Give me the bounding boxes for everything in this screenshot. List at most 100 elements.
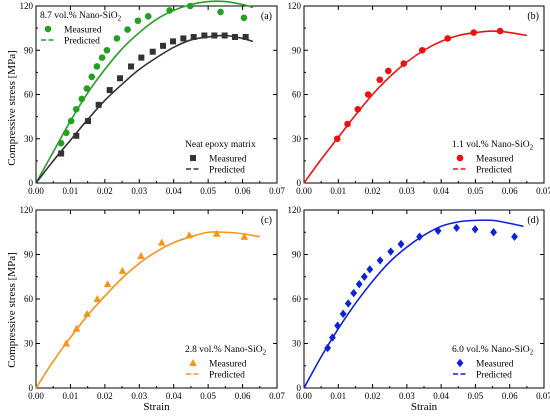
x-tick-label: 0.06 — [502, 186, 518, 196]
measured-point — [360, 272, 368, 281]
measured-point — [470, 29, 478, 36]
y-tick-label: 120 — [20, 1, 34, 11]
measured-point — [166, 7, 173, 14]
panel-tag: (c) — [261, 215, 272, 226]
measured-point — [95, 101, 102, 108]
x-tick-label: 0.06 — [235, 391, 251, 401]
y-tick-label: 60 — [24, 294, 34, 304]
x-tick-label: 0.00 — [28, 391, 44, 401]
measured-point — [180, 35, 187, 42]
x-tick-label: 0.02 — [365, 186, 381, 196]
measured-point — [496, 27, 504, 35]
measured-point — [93, 63, 101, 70]
measured-point — [62, 339, 71, 347]
measured-point — [231, 33, 238, 40]
measured-point — [334, 321, 341, 330]
legend-marker — [189, 359, 197, 366]
measured-point — [324, 343, 332, 353]
panel-tag: (d) — [527, 215, 539, 226]
x-tick-label: 0.01 — [330, 391, 346, 401]
x-tick-label: 0.07 — [536, 186, 550, 196]
x-tick-label: 0.06 — [502, 391, 518, 401]
measured-point — [490, 228, 497, 237]
x-tick-label: 0.03 — [399, 186, 415, 196]
measured-point — [471, 225, 479, 234]
measured-point — [73, 132, 80, 139]
panel-tag: (a) — [261, 11, 272, 22]
legend-predicted-label: Predicted — [209, 371, 245, 381]
y-tick-label: 60 — [292, 90, 302, 100]
measured-point — [444, 35, 451, 42]
y-axis-title-bottom: Compressive stress [MPa] — [6, 252, 18, 368]
y-tick-label: 0 — [297, 383, 302, 393]
measured-point — [387, 247, 395, 256]
measured-point — [157, 238, 166, 246]
y-tick-label: 60 — [292, 294, 302, 304]
measured-point — [113, 35, 121, 42]
measured-point — [186, 2, 194, 10]
legend-title: 6.0 vol.% Nano-SiO2 — [452, 345, 534, 357]
measured-point — [350, 288, 358, 298]
measured-point — [144, 13, 152, 20]
measured-point — [339, 309, 347, 319]
measured-point — [93, 295, 102, 302]
measured-point — [170, 38, 177, 45]
measured-point — [453, 223, 460, 232]
y-tick-label: 120 — [288, 1, 302, 11]
measured-point — [137, 251, 145, 259]
y-axis-title-top: Compressive stress [MPa] — [6, 50, 18, 166]
measured-point — [72, 324, 81, 332]
chart-panel: 0.00 0.01 0.02 0.03 0.04 0.05 0.06 0.07 0 30 60 90 1… — [20, 0, 285, 196]
legend-title: 8.7 vol.% Nano-SiO2 — [40, 11, 122, 23]
legend-measured-label: Measured — [209, 360, 247, 370]
measured-point — [400, 60, 408, 67]
measured-point — [355, 279, 363, 289]
x-tick-label: 0.06 — [235, 186, 251, 196]
measured-point — [242, 33, 249, 40]
measured-point — [240, 14, 248, 22]
x-tick-label: 0.02 — [97, 391, 113, 401]
measured-point — [62, 129, 70, 137]
y-tick-label: 90 — [292, 250, 302, 260]
measured-point — [106, 87, 113, 94]
legend-measured-label: Measured — [64, 26, 102, 36]
y-tick-label: 0 — [297, 178, 302, 188]
measured-point — [211, 32, 218, 39]
measured-point — [57, 139, 65, 147]
x-tick-label: 0.05 — [468, 186, 484, 196]
x-tick-label: 0.05 — [468, 391, 484, 401]
measured-point — [134, 17, 142, 25]
measured-point — [511, 232, 518, 241]
chart-panel: 0.00 0.01 0.02 0.03 0.04 0.05 0.06 0.07 0 30 60 90 1… — [288, 1, 550, 196]
measured-point — [124, 26, 131, 33]
legend-marker — [44, 25, 52, 33]
measured-point — [354, 105, 362, 113]
legend-title: Neat epoxy matrix — [185, 140, 256, 150]
measured-point — [221, 32, 228, 39]
measured-point — [149, 48, 156, 55]
measured-point — [329, 333, 336, 342]
y-tick-label: 90 — [24, 45, 34, 55]
measured-point — [376, 76, 384, 84]
legend-measured-label: Measured — [476, 360, 514, 370]
x-tick-label: 0.07 — [269, 391, 285, 401]
x-axis-title: Strain — [143, 401, 170, 413]
measured-point — [83, 85, 91, 92]
y-tick-label: 0 — [29, 383, 34, 393]
measured-point — [185, 231, 194, 239]
legend-title: 1.1 vol.% Nano-SiO2 — [452, 140, 534, 152]
measured-point — [385, 67, 392, 75]
y-tick-label: 60 — [24, 90, 34, 100]
x-tick-label: 0.03 — [131, 186, 147, 196]
x-tick-label: 0.01 — [63, 186, 79, 196]
legend-marker — [190, 155, 196, 161]
x-tick-label: 0.07 — [269, 186, 285, 196]
measured-point — [103, 46, 111, 54]
x-tick-label: 0.03 — [131, 391, 147, 401]
y-tick-label: 90 — [292, 45, 302, 55]
x-tick-label: 0.03 — [399, 391, 415, 401]
measured-point — [418, 46, 426, 54]
x-tick-label: 0.04 — [433, 186, 449, 196]
measured-point — [78, 95, 86, 103]
